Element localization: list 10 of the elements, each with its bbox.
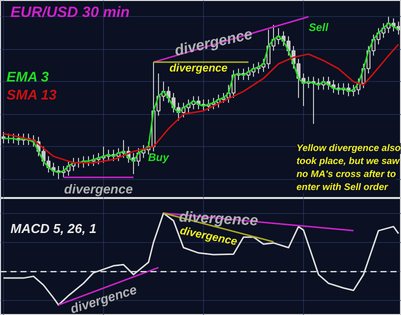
text: MACD 5, 26, 1 <box>10 221 96 236</box>
annotation: Sell <box>308 22 330 34</box>
annotation: divergence <box>169 62 228 75</box>
text: SMA 13 <box>6 86 57 102</box>
chart-title: EUR/USD 30 min <box>10 4 130 21</box>
text: EMA 3 <box>6 68 49 84</box>
annotation: Yellow divergence also took place, but we saw no MA's cross after to enter with Sell order <box>296 143 401 193</box>
annotation: divergence <box>173 26 254 60</box>
annotation: Buy <box>148 152 170 164</box>
text: divergence <box>64 181 133 196</box>
